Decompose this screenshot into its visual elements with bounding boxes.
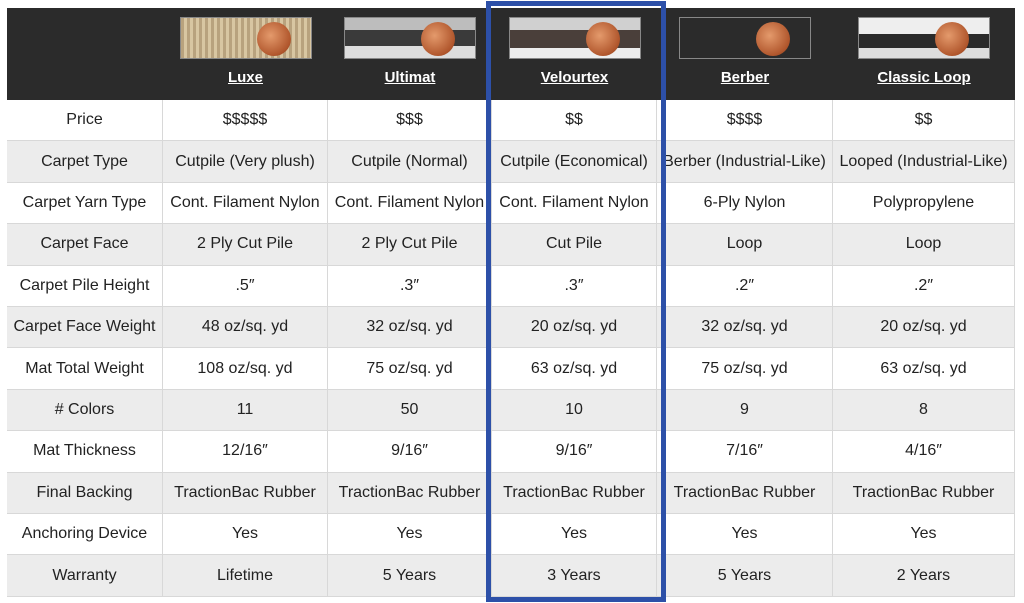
row-label: Carpet Face [7,224,163,266]
cell-value: Yes [657,514,833,556]
penny [756,22,790,56]
column-header-link[interactable]: Berber [720,69,770,86]
cell-value: .2″ [833,265,1015,307]
cell-value: $$$ [328,100,492,142]
row-label: Mat Total Weight [7,348,163,390]
row-label: Carpet Face Weight [7,307,163,349]
column-header-link[interactable]: Classic Loop [877,69,971,86]
cell-value: Cutpile (Normal) [328,141,492,183]
cell-value: 48 oz/sq. yd [163,307,328,349]
cell-value: Polypropylene [833,182,1015,225]
cell-value: 12/16″ [163,431,328,473]
column-header-link[interactable]: Luxe [227,69,263,86]
cell-value: 3 Years [492,555,657,597]
column-header-link[interactable]: Ultimat [384,69,436,86]
row-label: # Colors [7,389,163,432]
row-label: Carpet Yarn Type [7,182,163,225]
cell-value: 9 [657,389,833,432]
row-label: Anchoring Device [7,514,163,556]
row-label: Price [7,100,163,142]
cell-value: 32 oz/sq. yd [328,307,492,349]
carpet-swatch-image [344,17,476,59]
cell-value: 2 Ply Cut Pile [328,224,492,266]
cell-value: .5″ [163,265,328,307]
cell-value: 2 Ply Cut Pile [163,224,328,266]
cell-value: 10 [492,389,657,432]
row-label: Carpet Type [7,141,163,183]
cell-value: TractionBac Rubber [833,472,1015,514]
cell-value: 7/16″ [657,431,833,473]
cell-value: .3″ [328,265,492,307]
cell-value: 108 oz/sq. yd [163,348,328,390]
cell-value: Loop [833,224,1015,266]
row-label: Warranty [7,555,163,597]
cell-value: 63 oz/sq. yd [492,348,657,390]
cell-value: Yes [492,514,657,556]
cell-value: .3″ [492,265,657,307]
cell-value: Cut Pile [492,224,657,266]
cell-value: 5 Years [328,555,492,597]
cell-value: .2″ [657,265,833,307]
cell-value: Lifetime [163,555,328,597]
cell-value: 75 oz/sq. yd [657,348,833,390]
penny [935,22,969,56]
cell-value: 20 oz/sq. yd [833,307,1015,349]
carpet-swatch-image [179,17,312,59]
row-label: Carpet Pile Height [7,265,163,307]
cell-value: 8 [833,389,1015,432]
carpet-swatch-image [858,17,990,59]
cell-value: TractionBac Rubber [492,472,657,514]
row-label: Mat Thickness [7,431,163,473]
cell-value: 9/16″ [492,431,657,473]
cell-value: Cutpile (Economical) [492,141,657,183]
cell-value: Berber (Industrial-Like) [657,141,833,183]
cell-value: Yes [328,514,492,556]
cell-value: 4/16″ [833,431,1015,473]
row-label: Final Backing [7,472,163,514]
cell-value: Cont. Filament Nylon [492,182,657,225]
cell-value: 11 [163,389,328,432]
cell-value: Cutpile (Very plush) [163,141,328,183]
cell-value: 32 oz/sq. yd [657,307,833,349]
highlight-frame [486,1,666,602]
cell-value: TractionBac Rubber [163,472,328,514]
cell-value: Yes [163,514,328,556]
cell-value: 6-Ply Nylon [657,182,833,225]
cell-value: $$ [492,100,657,142]
cell-value: Looped (Industrial-Like) [833,141,1015,183]
cell-value: Loop [657,224,833,266]
penny [256,22,291,56]
cell-value: 5 Years [657,555,833,597]
cell-value: $$$$ [657,100,833,142]
cell-value: 63 oz/sq. yd [833,348,1015,390]
cell-value: Cont. Filament Nylon [328,182,492,225]
penny [421,22,455,56]
cell-value: 50 [328,389,492,432]
cell-value: 9/16″ [328,431,492,473]
cell-value: 75 oz/sq. yd [328,348,492,390]
cell-value: 20 oz/sq. yd [492,307,657,349]
cell-value: $$ [833,100,1015,142]
cell-value: TractionBac Rubber [328,472,492,514]
cell-value: Yes [833,514,1015,556]
carpet-swatch-image [679,17,811,59]
penny [585,22,620,56]
cell-value: $$$$$ [163,100,328,142]
cell-value: 2 Years [833,555,1015,597]
cell-value: Cont. Filament Nylon [163,182,328,225]
cell-value: TractionBac Rubber [657,472,833,514]
carpet-swatch-image [508,17,641,59]
column-header-link[interactable]: Velourtex [540,69,609,86]
